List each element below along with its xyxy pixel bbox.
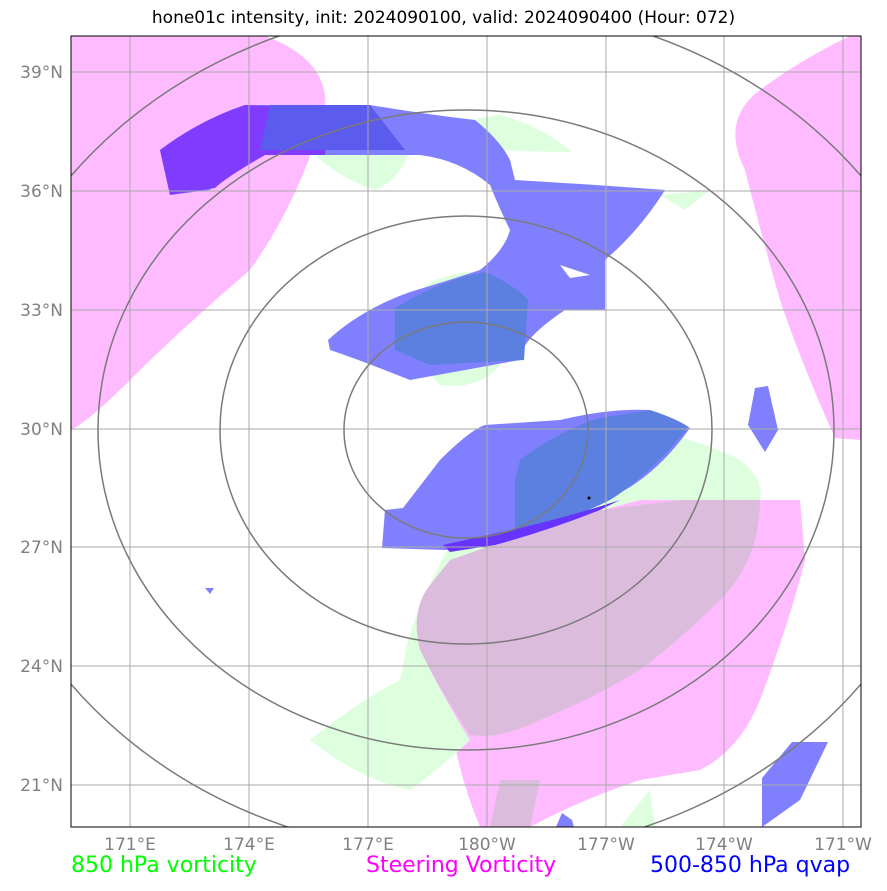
lat-tick: 36°N <box>20 182 63 202</box>
qvap-vorticity-overlap-south <box>515 410 688 535</box>
vorticity-850-region-ne <box>660 190 710 210</box>
lat-tick: 39°N <box>20 63 63 83</box>
lon-tick: 180°W <box>458 835 516 855</box>
lat-tick: 30°N <box>20 420 63 440</box>
vorticity-850-region-sw <box>620 790 655 827</box>
lon-tick: 171°E <box>104 835 156 855</box>
qvap-region-bottom <box>556 813 574 827</box>
qvap-region-east-small <box>748 386 778 452</box>
lon-tick: 171°W <box>814 835 872 855</box>
lon-tick: 174°W <box>695 835 753 855</box>
overlap-layer <box>416 500 760 827</box>
lat-tick: 33°N <box>20 301 63 321</box>
lat-tick: 27°N <box>20 538 63 558</box>
qvap-region-gap <box>560 265 590 278</box>
lat-tick: 24°N <box>20 657 63 677</box>
qvap-region-north <box>160 105 665 380</box>
lat-tick: 21°N <box>20 776 63 796</box>
lon-tick-labels: 171°E 174°E 177°E 180°W 177°W 174°W 171°… <box>104 835 872 855</box>
overlap-region-south <box>416 500 760 736</box>
lon-tick: 174°E <box>223 835 275 855</box>
gridlines <box>71 36 861 827</box>
lon-tick: 177°E <box>342 835 394 855</box>
steering-vorticity-region-east <box>735 36 861 440</box>
qvap-vorticity-overlap-center <box>395 272 528 365</box>
legend-850-vorticity: 850 hPa vorticity <box>71 853 257 878</box>
qvap-region-tiny <box>205 588 214 594</box>
overlap-region-bottom <box>490 780 540 827</box>
vorticity-850-region-south <box>310 430 761 790</box>
range-ring-1 <box>343 321 589 539</box>
legend-qvap: 500-850 hPa qvap <box>650 853 851 878</box>
steering-vorticity-region-west <box>71 36 326 430</box>
storm-center-marker <box>587 496 591 500</box>
map-frame <box>70 35 862 828</box>
lon-tick: 177°W <box>577 835 635 855</box>
range-ring-3 <box>97 109 835 751</box>
lat-tick-labels: 39°N 36°N 33°N 30°N 27°N 24°N 21°N <box>20 63 63 796</box>
map-title: hone01c intensity, init: 2024090100, val… <box>151 8 736 28</box>
range-ring-2 <box>219 215 713 645</box>
range-rings <box>71 36 861 827</box>
legend-steering-vorticity: Steering Vorticity <box>366 853 557 878</box>
qvap-vorticity-overlap-north <box>260 105 405 150</box>
